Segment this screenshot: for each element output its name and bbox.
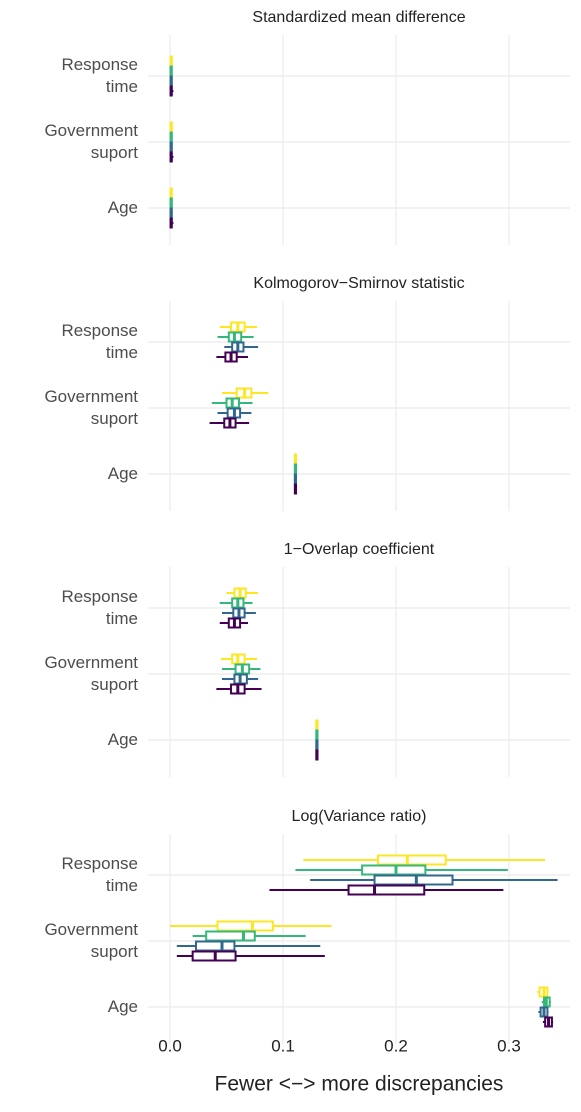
y-tick-label: Age — [107, 730, 138, 749]
y-tick-label: Government suport — [44, 920, 138, 961]
x-tick-label: 0.2 — [384, 1036, 408, 1055]
y-tick-label: Age — [107, 997, 138, 1016]
y-tick-label: Response time — [61, 55, 138, 96]
box — [195, 940, 236, 952]
x-tick-label: 0.1 — [271, 1036, 295, 1055]
box — [216, 920, 274, 932]
x-axis-label: Fewer <−> more discrepancies — [215, 1073, 504, 1096]
box — [373, 874, 454, 886]
panel-title: Standardized mean difference — [252, 9, 465, 26]
panel-title: Kolmogorov−Smirnov statistic — [253, 275, 464, 292]
y-tick-label: Age — [107, 464, 138, 483]
panel-title: Log(Variance ratio) — [292, 808, 427, 825]
y-tick-label: Government suport — [44, 121, 138, 162]
y-tick-label: Response time — [61, 854, 138, 895]
box — [205, 930, 256, 942]
y-tick-label: Government suport — [44, 387, 138, 428]
box — [347, 884, 426, 896]
y-tick-label: Response time — [61, 321, 138, 362]
y-tick-label: Government suport — [44, 653, 138, 694]
x-tick-label: 0.3 — [497, 1036, 521, 1055]
box — [376, 854, 447, 866]
box — [361, 864, 427, 876]
x-tick-label: 0.0 — [158, 1036, 182, 1055]
y-tick-label: Response time — [61, 587, 138, 628]
y-tick-label: Age — [107, 198, 138, 217]
panel-title: 1−Overlap coefficient — [284, 541, 435, 558]
